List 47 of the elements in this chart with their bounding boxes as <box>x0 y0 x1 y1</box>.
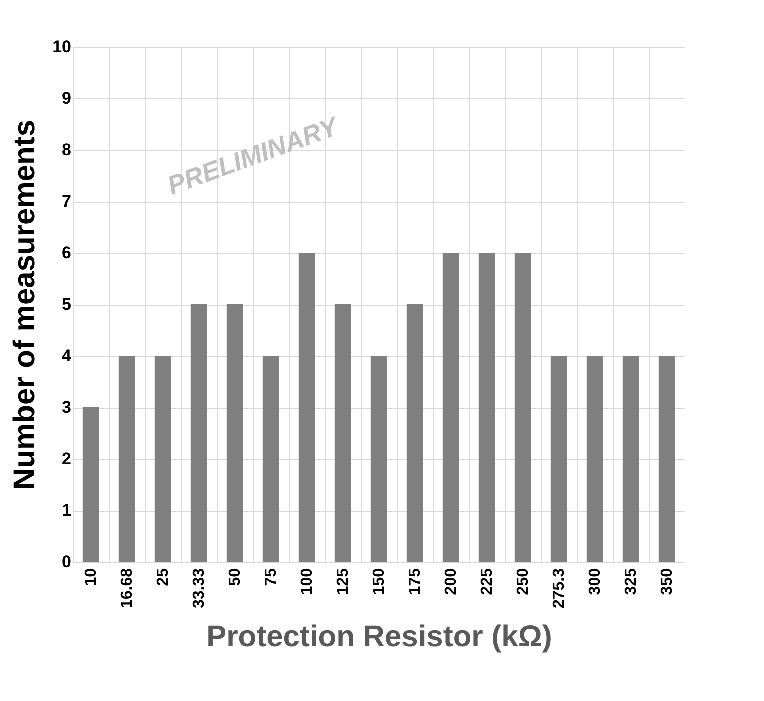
x-tick-label: 200 <box>443 568 460 596</box>
bar <box>622 356 640 562</box>
bar <box>262 356 280 562</box>
bar <box>226 304 244 562</box>
x-tick-label: 350 <box>659 568 676 596</box>
bar <box>478 253 496 562</box>
x-tick-label: 25 <box>155 568 172 586</box>
bar <box>334 304 352 562</box>
bar <box>370 356 388 562</box>
bar <box>118 356 136 562</box>
x-axis-title: Protection Resistor (kΩ) <box>206 620 552 654</box>
x-tick-label: 150 <box>371 568 388 596</box>
y-axis-title: Number of measurements <box>8 120 42 490</box>
bar <box>82 408 100 562</box>
y-tick-label: 3 <box>62 398 72 417</box>
x-tick-label: 100 <box>299 568 316 596</box>
y-tick-label: 6 <box>62 244 72 262</box>
x-tick-label: 33.33 <box>191 568 208 609</box>
bar <box>658 356 676 562</box>
bar <box>550 356 568 562</box>
y-tick-label: 10 <box>52 38 72 56</box>
x-tick-label: 75 <box>263 568 280 586</box>
x-tick-label: 275.3 <box>551 568 568 609</box>
y-tick-label: 1 <box>62 501 72 520</box>
x-tick-label: 175 <box>407 568 424 596</box>
y-tick-label: 4 <box>62 346 72 366</box>
bar <box>406 304 424 562</box>
y-tick-label: 0 <box>62 552 72 572</box>
x-tick-label: 325 <box>623 568 640 596</box>
x-tick-label: 50 <box>227 568 244 586</box>
x-tick-label: 10 <box>83 568 100 586</box>
x-tick-label: 250 <box>515 568 532 596</box>
bar <box>298 253 316 562</box>
bar <box>154 356 172 562</box>
y-tick-label: 7 <box>62 192 72 211</box>
x-tick-label: 125 <box>335 568 352 596</box>
bar <box>514 253 532 562</box>
y-tick-label: 5 <box>62 295 72 314</box>
y-tick-label: 2 <box>62 450 72 468</box>
x-tick-label: 225 <box>479 568 496 596</box>
x-tick-label: 300 <box>587 568 604 596</box>
x-tick-label: 16.68 <box>119 568 136 609</box>
bar <box>442 253 460 562</box>
bar <box>586 356 604 562</box>
y-tick-label: 8 <box>62 140 72 160</box>
bar <box>190 304 208 562</box>
y-tick-label: 9 <box>62 89 72 108</box>
